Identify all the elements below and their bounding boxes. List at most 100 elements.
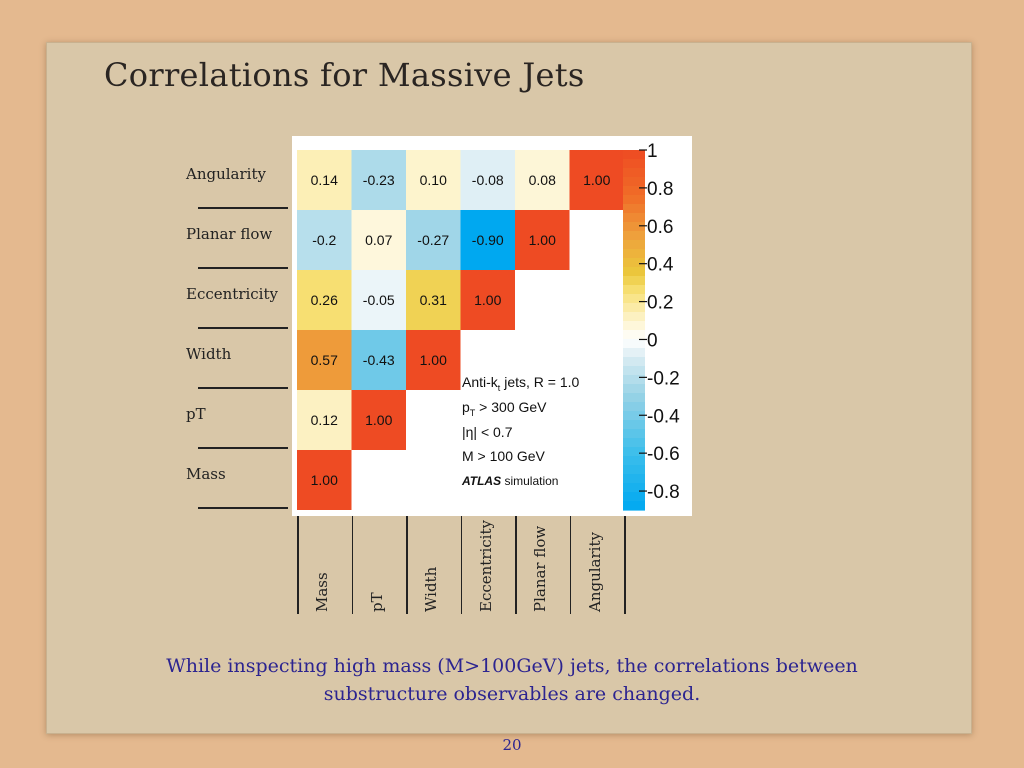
colorbar-layer: 1 0.8 0.6 0.4 0.2 0 -0.2 -0.4 -0.6 -0.8 [623, 141, 680, 511]
cells-layer: 0.14 -0.23 0.10 -0.08 0.08 1.00 -0.2 0.07 -0.27 -… [297, 150, 624, 510]
colorbar-segment [623, 231, 645, 241]
legend-line-1: Anti-kt jets, R = 1.0 [462, 374, 580, 393]
heatmap-cell [297, 450, 352, 510]
col-divider [569, 516, 571, 614]
colorbar-tick-label: 0.6 [647, 217, 673, 238]
caption-line-2: substructure observables are changed. [323, 683, 701, 705]
heatmap-cell [297, 330, 352, 390]
colorbar-segment [623, 321, 645, 331]
row-divider [198, 447, 288, 449]
heatmap-cell [351, 390, 406, 450]
cell-value-label: 0.07 [365, 232, 392, 248]
caption-line-1: While inspecting high mass (M>100GeV) je… [166, 655, 858, 677]
row-divider [198, 267, 288, 269]
colorbar-segment [623, 249, 645, 259]
colorbar-segment [623, 168, 645, 178]
cell-value-label: 1.00 [529, 232, 556, 248]
colorbar-segment [623, 186, 645, 196]
col-label: pT [367, 592, 386, 612]
colorbar-segment [623, 393, 645, 403]
heatmap-cell [351, 150, 406, 210]
colorbar-segment [623, 438, 645, 448]
row-divider [198, 207, 288, 209]
cell-value-label: -0.2 [312, 232, 336, 248]
colorbar-tick-label: -0.6 [647, 444, 680, 465]
page-number: 20 [502, 736, 522, 754]
legend-line-3: |η| < 0.7 [462, 424, 513, 440]
heatmap-cell [515, 150, 570, 210]
colorbar-tick-label: 0 [647, 330, 658, 351]
cell-value-label: -0.05 [363, 292, 395, 308]
colorbar-segment [623, 303, 645, 313]
col-divider [624, 516, 626, 614]
col-divider [297, 516, 299, 614]
colorbar-segment [623, 411, 645, 421]
col-label: Eccentricity [476, 520, 495, 612]
colorbar-segment [623, 420, 645, 430]
heatmap-cell [297, 270, 352, 330]
colorbar-segment [623, 159, 645, 169]
colorbar-segment [623, 492, 645, 502]
colorbar-tick-label: 0.8 [647, 179, 673, 200]
col-divider [515, 516, 517, 614]
slide-title: Correlations for Massive Jets [104, 56, 585, 94]
heatmap-cell [460, 270, 515, 330]
colorbar-tick-label: -0.4 [647, 406, 680, 427]
col-label: Angularity [585, 532, 604, 612]
colorbar-segment [623, 447, 645, 457]
colorbar-segment [623, 312, 645, 322]
legend-atlas: ATLAS simulation [461, 474, 558, 488]
cell-value-label: -0.43 [363, 352, 395, 368]
heatmap-cell [569, 150, 624, 210]
heatmap-cell [297, 210, 352, 270]
row-divider [198, 507, 288, 509]
row-label: Planar flow [186, 225, 273, 243]
colorbar-segment [623, 267, 645, 277]
colorbar-segment [623, 501, 645, 511]
slide-caption: While inspecting high mass (M>100GeV) je… [100, 652, 924, 708]
cell-value-label: -0.27 [417, 232, 449, 248]
colorbar-segment [623, 177, 645, 187]
heatmap-cell [351, 330, 406, 390]
colorbar-segment [623, 150, 645, 160]
col-divider [406, 516, 408, 614]
heatmap-cell [460, 150, 515, 210]
colorbar-segment [623, 240, 645, 250]
cell-value-label: 1.00 [474, 292, 501, 308]
colorbar-segment [623, 204, 645, 214]
colorbar-segment [623, 456, 645, 466]
colorbar-segment [623, 357, 645, 367]
colorbar-segment [623, 258, 645, 268]
cell-value-label: 0.12 [311, 412, 338, 428]
cell-value-label: -0.90 [472, 232, 504, 248]
heatmap-cell [297, 150, 352, 210]
row-divider [198, 327, 288, 329]
colorbar-segment [623, 465, 645, 475]
cell-value-label: 1.00 [420, 352, 447, 368]
cell-value-label: 0.10 [420, 172, 447, 188]
colorbar-segment [623, 285, 645, 295]
legend-box: Anti-kt jets, R = 1.0 pT > 300 GeV |η| <… [461, 374, 580, 488]
colorbar-segment [623, 402, 645, 412]
heatmap-cell [515, 210, 570, 270]
colorbar-segment [623, 213, 645, 223]
colorbar-tick-label: 0.2 [647, 293, 673, 314]
col-divider [351, 516, 353, 614]
colorbar-segment [623, 474, 645, 484]
cell-value-label: 0.08 [529, 172, 556, 188]
cell-value-label: 1.00 [583, 172, 610, 188]
colorbar-segment [623, 276, 645, 286]
colorbar-segment [623, 375, 645, 385]
colorbar-segment [623, 222, 645, 232]
heatmap-cell [351, 210, 406, 270]
heatmap-cell [406, 270, 461, 330]
cell-value-label: 0.14 [311, 172, 338, 188]
cell-value-label: 1.00 [365, 412, 392, 428]
colorbar-segment [623, 195, 645, 205]
row-label: Mass [186, 465, 226, 483]
legend-line-2: pT > 300 GeV [462, 399, 547, 418]
heatmap-cell [297, 390, 352, 450]
colorbar-segment [623, 330, 645, 340]
colorbar-segment [623, 294, 645, 304]
